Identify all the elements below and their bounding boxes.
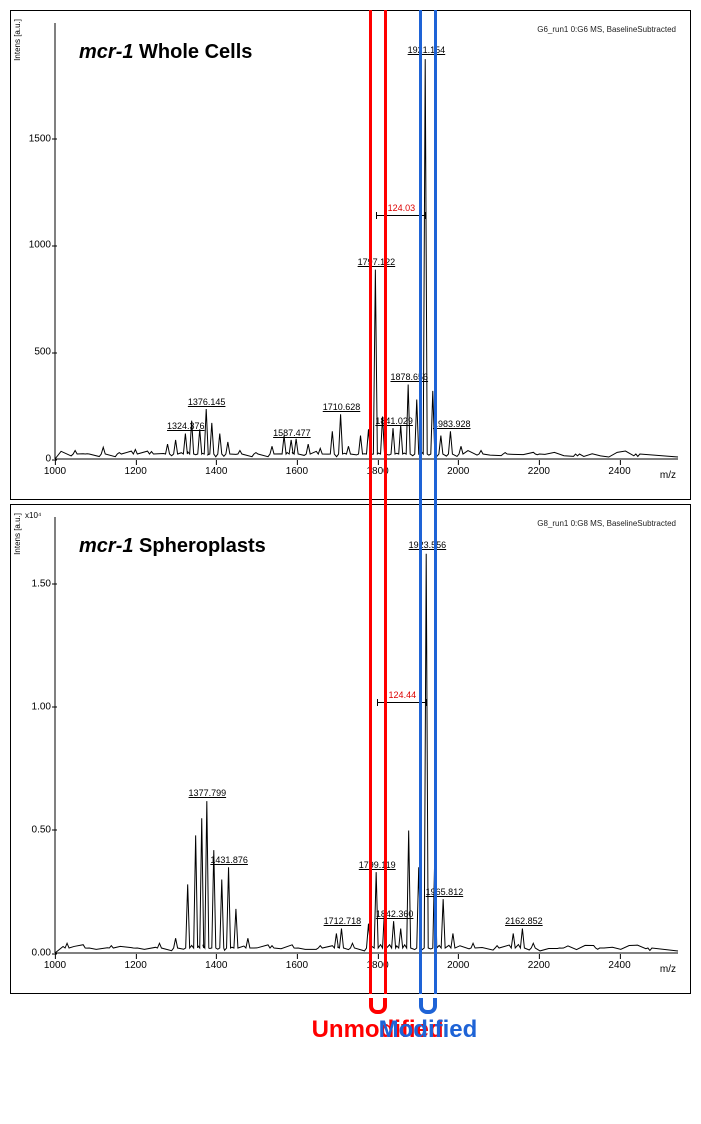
x-tick: 1400: [205, 960, 227, 971]
peak-label: 1983.928: [433, 419, 471, 429]
x-tick: 1000: [44, 960, 66, 971]
y-tick: 1500: [23, 133, 51, 144]
x-tick: 2400: [608, 960, 630, 971]
peak-label: 2162.852: [505, 916, 543, 926]
x-tick: 2000: [447, 960, 469, 971]
delta-value: 124.44: [389, 690, 417, 700]
peak-label: 1431.876: [210, 855, 248, 865]
x-tick: 1600: [286, 466, 308, 477]
modified-label: Modified: [379, 1016, 478, 1044]
delta-bar: [376, 215, 426, 216]
x-axis-label: m/z: [660, 964, 676, 975]
delta-value: 124.03: [388, 203, 416, 213]
peak-label: 1878.656: [391, 372, 429, 382]
peak-label: 1842.360: [376, 909, 414, 919]
y-tick: 0.00: [23, 948, 51, 959]
x-tick: 1200: [125, 466, 147, 477]
y-tick: 1.00: [23, 701, 51, 712]
x-tick: 1400: [205, 466, 227, 477]
x-tick: 1200: [125, 960, 147, 971]
y-tick: 1000: [23, 240, 51, 251]
y-exponent: x10⁴: [25, 511, 41, 520]
peak-label: 1923.556: [409, 540, 447, 550]
x-axis-label: m/z: [660, 470, 676, 481]
unmodified-bracket: [369, 998, 387, 1014]
peak-label: 1799.119: [359, 860, 396, 870]
spectrum-panel-sphero: Intens [a.u.]x10⁴mcr-1 SpheroplastsG8_ru…: [10, 504, 691, 994]
spectrum-trace: [55, 23, 678, 459]
bottom-labels: UnmodifiedModified: [10, 998, 691, 1048]
y-tick: 0.50: [23, 824, 51, 835]
peak-label: 1921.154: [408, 45, 446, 55]
x-tick: 1600: [286, 960, 308, 971]
peak-label: 1324.376: [167, 421, 205, 431]
x-tick: 1800: [366, 466, 388, 477]
peak-label: 1587.477: [273, 428, 311, 438]
y-axis-label: Intens [a.u.]: [13, 513, 22, 555]
peak-label: 1710.628: [323, 402, 361, 412]
peak-label: 1841.029: [375, 416, 413, 426]
figure: Intens [a.u.]mcr-1 Whole CellsG6_run1 0:…: [10, 10, 691, 1048]
x-tick: 2200: [528, 466, 550, 477]
spectrum-panel-whole: Intens [a.u.]mcr-1 Whole CellsG6_run1 0:…: [10, 10, 691, 500]
peak-label: 1797.122: [358, 257, 396, 267]
modified-bracket: [419, 998, 437, 1014]
delta-bar: [377, 702, 427, 703]
plot-area: 1377.799 1431.876 1712.718 1799.119 1842.360…: [55, 517, 678, 953]
x-tick: 2000: [447, 466, 469, 477]
x-tick: 2400: [608, 466, 630, 477]
peak-label: 1965.812: [426, 887, 464, 897]
y-tick: 1.50: [23, 578, 51, 589]
y-tick: 0: [23, 454, 51, 465]
x-tick: 2200: [528, 960, 550, 971]
x-tick: 1800: [366, 960, 388, 971]
x-tick: 1000: [44, 466, 66, 477]
spectrum-trace: [55, 517, 678, 953]
y-tick: 500: [23, 347, 51, 358]
peak-label: 1376.145: [188, 397, 226, 407]
peak-label: 1377.799: [189, 788, 227, 798]
peak-label: 1712.718: [324, 916, 362, 926]
y-axis-label: Intens [a.u.]: [13, 19, 22, 61]
plot-area: 1324.376 1376.145 1587.477 1710.628 1797.122…: [55, 23, 678, 459]
